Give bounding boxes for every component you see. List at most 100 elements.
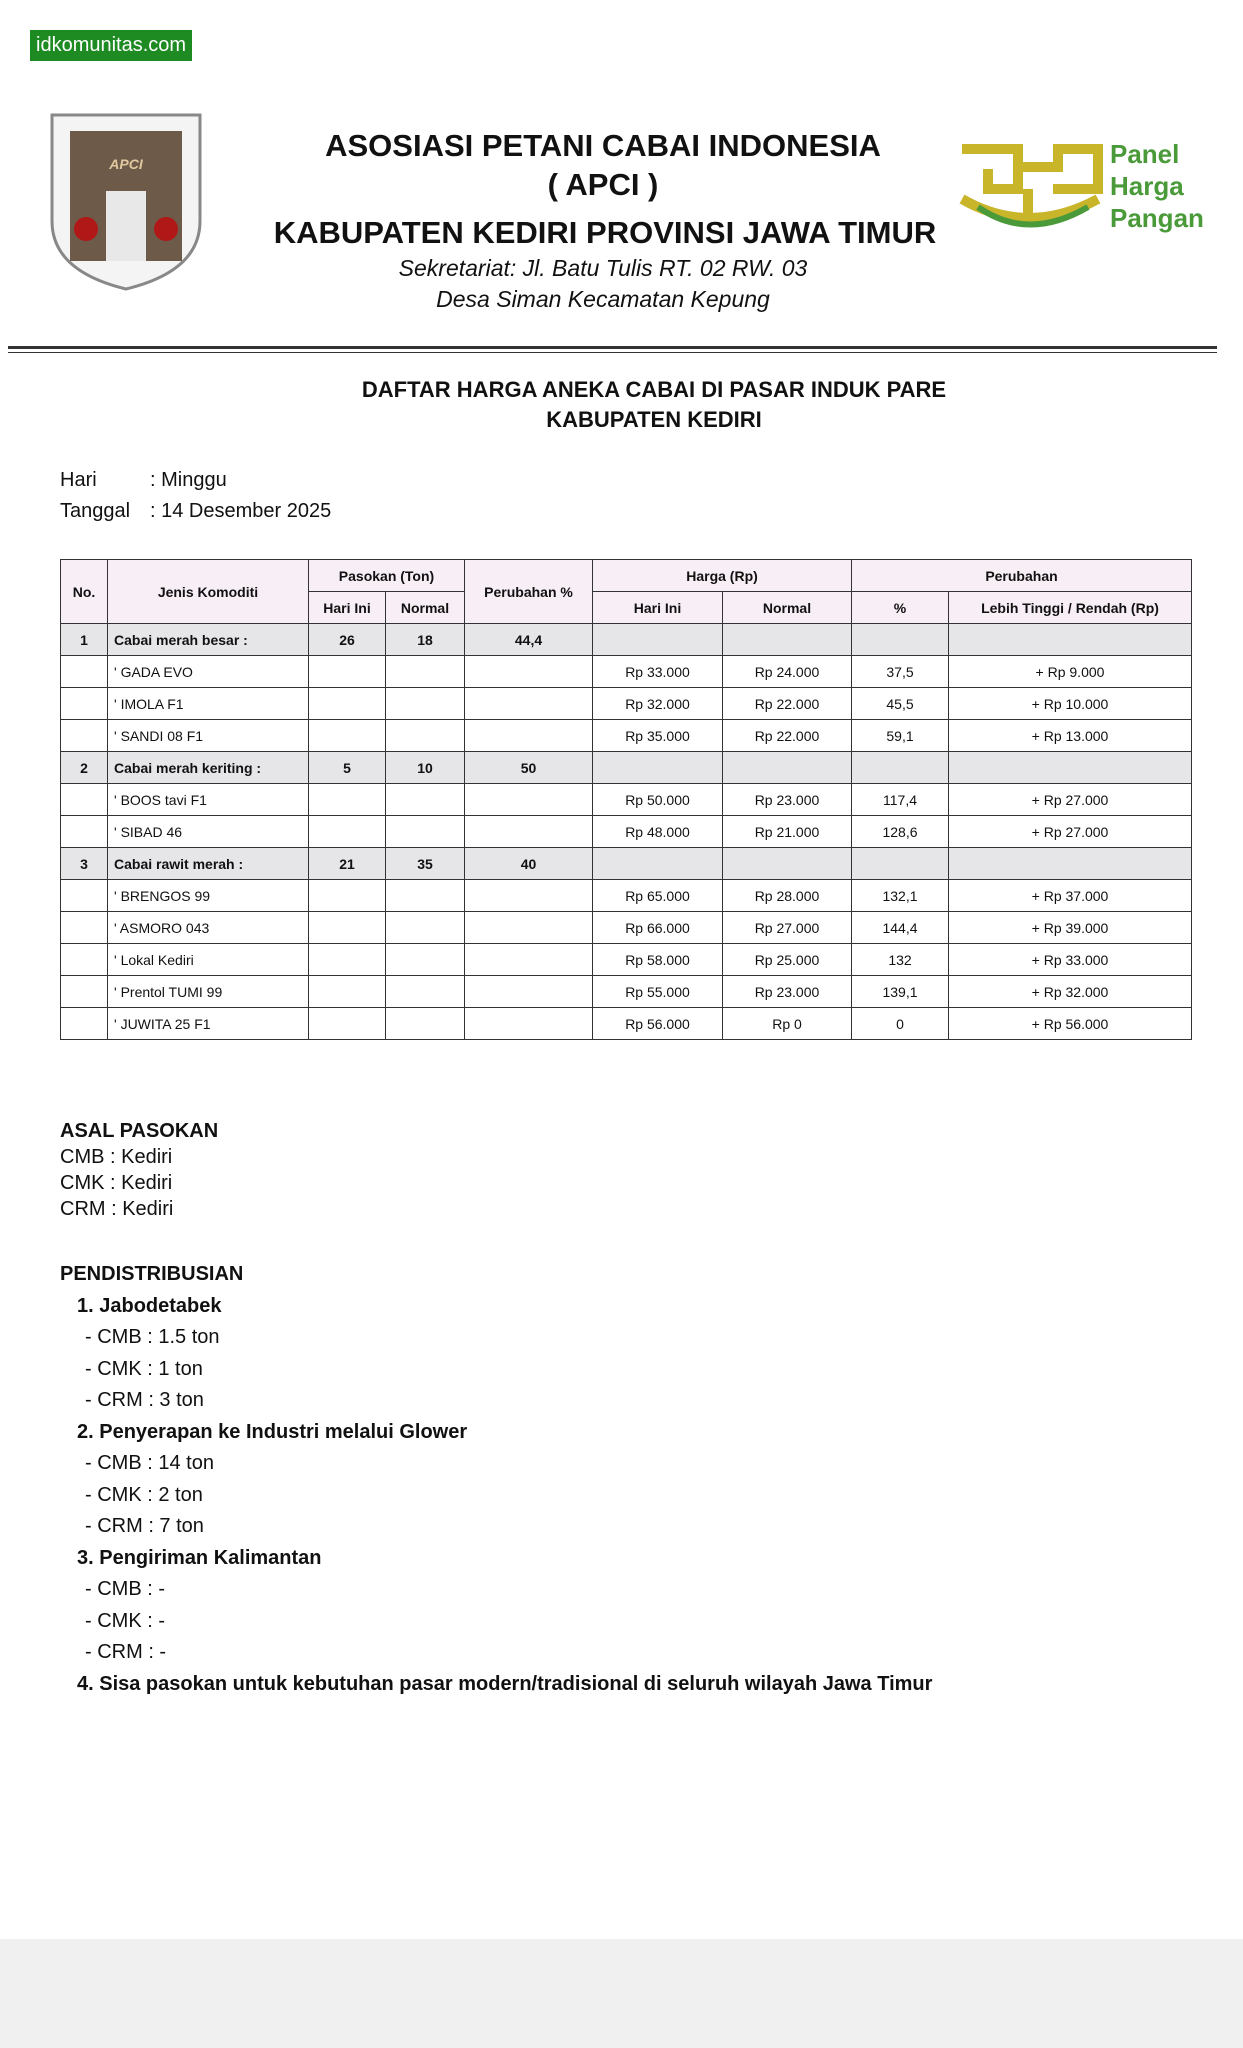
doc-title: DAFTAR HARGA ANEKA CABAI DI PASAR INDUK … [361,377,947,402]
header-cell: Normal [385,591,465,624]
table-cell: 35 [385,847,465,880]
address: Desa Siman Kecamatan Kepung [436,286,770,312]
header-cell: Hari Ini [592,591,723,624]
list-line: - CRM : - [85,1641,167,1663]
table-cell: Cabai merah besar : [107,623,309,656]
table-row: ' GADA EVO Rp 33.000 Rp 24.000 37,5 + Rp 9.0… [60,655,1192,688]
table-cell: 2 [60,751,108,784]
table-cell: 37,5 [851,655,949,688]
list-line: - CRM : 7 ton [85,1515,204,1537]
table-cell: Rp 24.000 [722,655,852,688]
table-cell [308,655,386,688]
table-cell [308,1007,386,1040]
table-row: ' IMOLA F1 Rp 32.000 Rp 22.000 45,5 + Rp 10.… [60,687,1192,720]
table-cell [385,687,465,720]
table-cell: 144,4 [851,911,949,944]
table-row: ' Prentol TUMI 99 Rp 55.000 Rp 23.000 139,1… [60,975,1192,1008]
table-cell [722,623,852,656]
table-cell [464,815,593,848]
table-row: 3 Cabai rawit merah :21 35 40 [60,847,1192,880]
table-row: ' Lokal Kediri Rp 58.000 Rp 25.000 132 + Rp … [60,943,1192,976]
info: Hari: Minggu Tanggal: 14 Desember 2025 [60,465,331,527]
table-cell: 10 [385,751,465,784]
table-cell: Rp 48.000 [592,815,723,848]
table-cell: Rp 22.000 [722,687,852,720]
table-cell [60,815,108,848]
table-cell: Rp 66.000 [592,911,723,944]
table-cell [385,1007,465,1040]
table-cell: + Rp 27.000 [948,815,1192,848]
table-cell: Rp 25.000 [722,943,852,976]
table-cell [948,751,1192,784]
info-value: : Minggu [150,469,227,491]
section-line: CMB : Kediri [60,1146,173,1168]
table-cell: 26 [308,623,386,656]
table-cell: Rp 28.000 [722,879,852,912]
table-cell: 0 [851,1007,949,1040]
list-line: - CMK : 2 ton [85,1483,203,1506]
table-cell: Rp 23.000 [722,975,852,1008]
table-cell: Rp 58.000 [592,943,723,976]
table-row: 1 Cabai merah besar :26 18 44,4 [60,623,1192,656]
table-cell [851,847,949,880]
table-cell [592,751,723,784]
table-cell: ' BRENGOS 99 [107,879,309,912]
section-title: ASAL PASOKAN [60,1120,219,1142]
table-cell [851,623,949,656]
table-cell: Rp 50.000 [592,783,723,816]
section-line: CMK : Kediri [60,1172,173,1194]
table-cell [464,975,593,1008]
table-cell [308,879,386,912]
info-value: : 14 Desember 2025 [150,500,332,522]
table-cell: + Rp 13.000 [948,719,1192,752]
table-cell [385,911,465,944]
table-cell: ' SIBAD 46 [107,815,309,848]
table-row: ' BOOS tavi F1 Rp 50.000 Rp 23.000 117,4 + R… [60,783,1192,816]
list-line: - CMK : - [85,1609,165,1632]
header-cell: Lebih Tinggi / Rendah (Rp) [948,591,1192,624]
table-cell [464,879,593,912]
watermark: idkomunitas.com [30,30,193,61]
table-cell [722,847,852,880]
table-cell [464,943,593,976]
list-line: - CMB : 14 ton [85,1452,214,1474]
table-cell [385,719,465,752]
logo-arch [106,191,146,261]
table-cell [464,687,593,720]
info-label: Tanggal [60,500,131,522]
table-cell: ' SANDI 08 F1 [107,719,309,752]
table-cell [385,815,465,848]
table-cell [308,719,386,752]
table-cell: 44,4 [464,623,593,656]
table-cell: Rp 0 [722,1007,852,1040]
header-cell: Perubahan % [464,559,593,624]
header-row: No. Jenis Komoditi Pasokan (Ton) Perubah… [60,559,1192,624]
table-body: 1 Cabai merah besar :26 18 44,4 ' GADA EVO Rp… [60,623,1192,1040]
footer-band [0,1939,1243,2048]
table-cell: Rp 23.000 [722,783,852,816]
logo-chili [74,217,98,241]
table-cell [60,687,108,720]
partner-text: Panel [1110,139,1179,169]
table-row: 2 Cabai merah keriting :5 10 50 [60,751,1192,784]
list-item: 2. Penyerapan ke Industri melalui Glower [77,1420,468,1443]
table-cell: ' BOOS tavi F1 [107,783,309,816]
doc-title: KABUPATEN KEDIRI [546,407,762,432]
partner-mark [959,144,1103,227]
address: Sekretariat: Jl. Batu Tulis RT. 02 RW. 0… [398,255,808,281]
table-cell [464,783,593,816]
section-line: CRM : Kediri [60,1198,174,1220]
table-cell [385,655,465,688]
table-cell [308,975,386,1008]
divider [8,346,1217,353]
table-cell [464,719,593,752]
table-cell: + Rp 37.000 [948,879,1192,912]
table-cell [60,1007,108,1040]
table-cell: + Rp 32.000 [948,975,1192,1008]
table-cell: + Rp 27.000 [948,783,1192,816]
price-table: No. Jenis Komoditi Pasokan (Ton) Perubah… [60,559,1192,1040]
logo-text: APCI [108,156,144,172]
table-cell [60,783,108,816]
table-cell [308,815,386,848]
